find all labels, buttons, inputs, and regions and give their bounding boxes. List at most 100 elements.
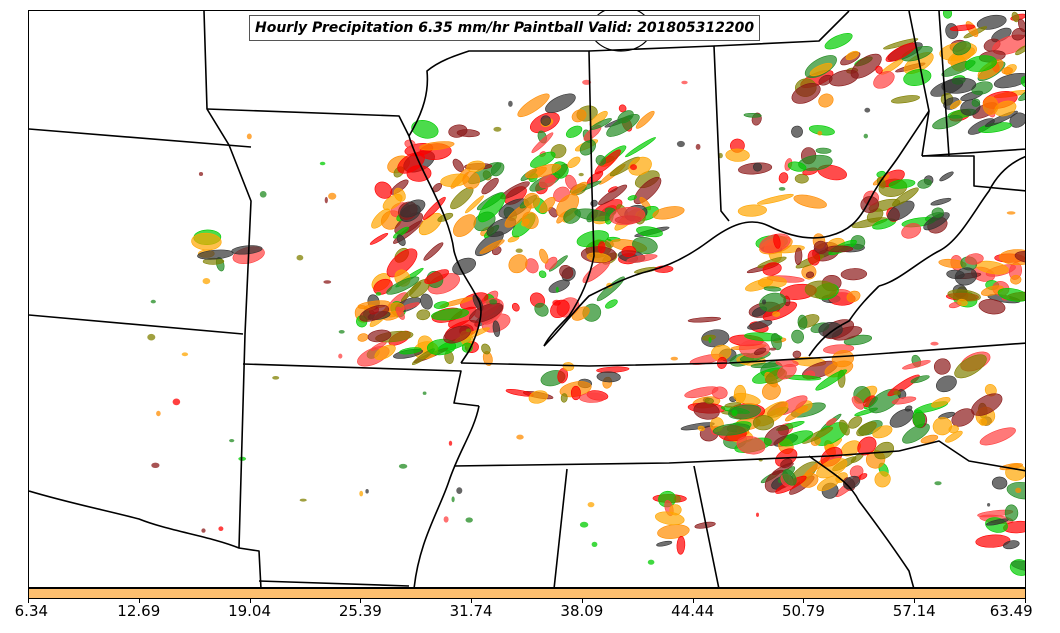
precipitation-blob — [1015, 45, 1025, 56]
precipitation-dot — [587, 502, 595, 508]
precipitation-blob — [539, 248, 549, 264]
precipitation-blob — [386, 276, 420, 295]
precipitation-blob — [369, 232, 389, 245]
precipitation-dot — [769, 347, 777, 351]
precipitation-blob — [808, 125, 835, 136]
precipitation-blob — [856, 421, 877, 437]
precipitation-dot — [465, 328, 472, 333]
precipitation-blob — [979, 427, 1016, 446]
precipitation-blob — [933, 358, 951, 375]
precipitation-dot — [328, 192, 337, 200]
precipitation-blob — [902, 423, 930, 444]
precipitation-blob — [530, 151, 556, 168]
precipitation-blob — [469, 302, 504, 323]
precipitation-blob — [891, 95, 920, 104]
precipitation-blob — [936, 375, 957, 393]
precipitation-blob — [656, 540, 673, 547]
precipitation-blob — [848, 416, 863, 429]
precipitation-blob — [595, 154, 606, 166]
precipitation-blob — [978, 299, 1006, 315]
precipitation-blob — [797, 314, 808, 330]
precipitation-blob — [872, 425, 893, 439]
precipitation-blob — [560, 393, 568, 403]
colorbar-tick-label: 6.34 — [14, 602, 49, 620]
precipitation-dot — [443, 516, 449, 523]
precipitation-blob — [419, 141, 455, 151]
precipitation-blob — [627, 195, 637, 201]
map-title: Hourly Precipitation 6.35 mm/hr Paintbal… — [249, 15, 761, 41]
precipitation-blob — [753, 347, 767, 356]
precipitation-dot — [578, 172, 584, 177]
precipitation-blob — [231, 245, 263, 255]
precipitation-blob — [815, 147, 832, 154]
precipitation-blob — [652, 206, 685, 220]
precipitation-blob — [508, 254, 528, 274]
precipitation-blob — [818, 93, 834, 108]
precipitation-blob — [838, 419, 850, 436]
precipitation-blob — [400, 281, 422, 302]
precipitation-blob — [466, 160, 486, 173]
precipitation-dot — [375, 292, 382, 296]
precipitation-blob — [697, 425, 705, 432]
precipitation-dot — [630, 164, 637, 171]
colorbar-tick-mark — [693, 599, 694, 603]
precipitation-blob — [423, 242, 444, 261]
colorbar-tick-mark — [471, 599, 472, 603]
precipitation-blob — [982, 96, 999, 115]
precipitation-blob — [941, 77, 977, 94]
precipitation-blob — [540, 115, 551, 126]
colorbar-tick-label: 25.39 — [338, 602, 382, 620]
precipitation-blob — [888, 179, 916, 189]
precipitation-dot — [147, 333, 156, 341]
precipitation-blob — [481, 177, 499, 195]
precipitation-dot — [676, 140, 685, 148]
precipitation-blob — [636, 226, 663, 238]
precipitation-blob — [964, 55, 997, 72]
precipitation-blob — [374, 344, 396, 360]
precipitation-dot — [817, 130, 823, 136]
precipitation-blob — [976, 14, 1007, 30]
precipitation-blob — [1014, 251, 1025, 264]
precipitation-blob — [1018, 18, 1025, 32]
precipitation-blob — [712, 423, 751, 436]
precipitation-dot — [778, 187, 786, 191]
precipitation-blob — [804, 280, 837, 299]
precipitation-blob — [809, 62, 833, 77]
colorbar-tick-mark — [803, 599, 804, 603]
precipitation-blob — [971, 81, 993, 95]
precipitation-dot — [1006, 211, 1016, 215]
precipitation-blob — [778, 172, 789, 184]
precipitation-blob — [818, 321, 843, 338]
precipitation-dot — [681, 80, 688, 85]
precipitation-blob — [831, 350, 855, 368]
precipitation-blob — [824, 33, 853, 50]
precipitation-blob — [782, 469, 797, 486]
precipitation-blob — [777, 364, 797, 380]
precipitation-blob — [752, 415, 775, 431]
colorbar-tick-mark — [914, 599, 915, 603]
precipitation-blob — [991, 476, 1008, 490]
precipitation-blob — [733, 392, 761, 406]
precipitation-blob — [525, 163, 562, 179]
precipitation-dot — [708, 337, 712, 344]
colorbar-tick-mark — [1025, 599, 1026, 603]
precipitation-blob — [993, 72, 1025, 89]
precipitation-blob — [874, 441, 894, 460]
precipitation-blob — [590, 199, 598, 207]
precipitation-blob — [1020, 76, 1025, 88]
precipitation-blob — [545, 93, 576, 114]
precipitation-blob — [846, 290, 861, 303]
precipitation-blob — [957, 298, 968, 307]
precipitation-blob — [759, 292, 787, 312]
precipitation-blob — [598, 184, 628, 206]
precipitation-blob — [605, 299, 618, 309]
precipitation-dot — [272, 376, 280, 380]
precipitation-dot — [365, 489, 369, 494]
precipitation-blob — [965, 253, 984, 265]
precipitation-blob — [954, 354, 987, 379]
precipitation-blob — [687, 316, 722, 323]
precipitation-blob — [1006, 481, 1025, 500]
precipitation-blob — [396, 234, 406, 246]
precipitation-blob — [840, 268, 868, 281]
precipitation-dot — [338, 353, 343, 359]
